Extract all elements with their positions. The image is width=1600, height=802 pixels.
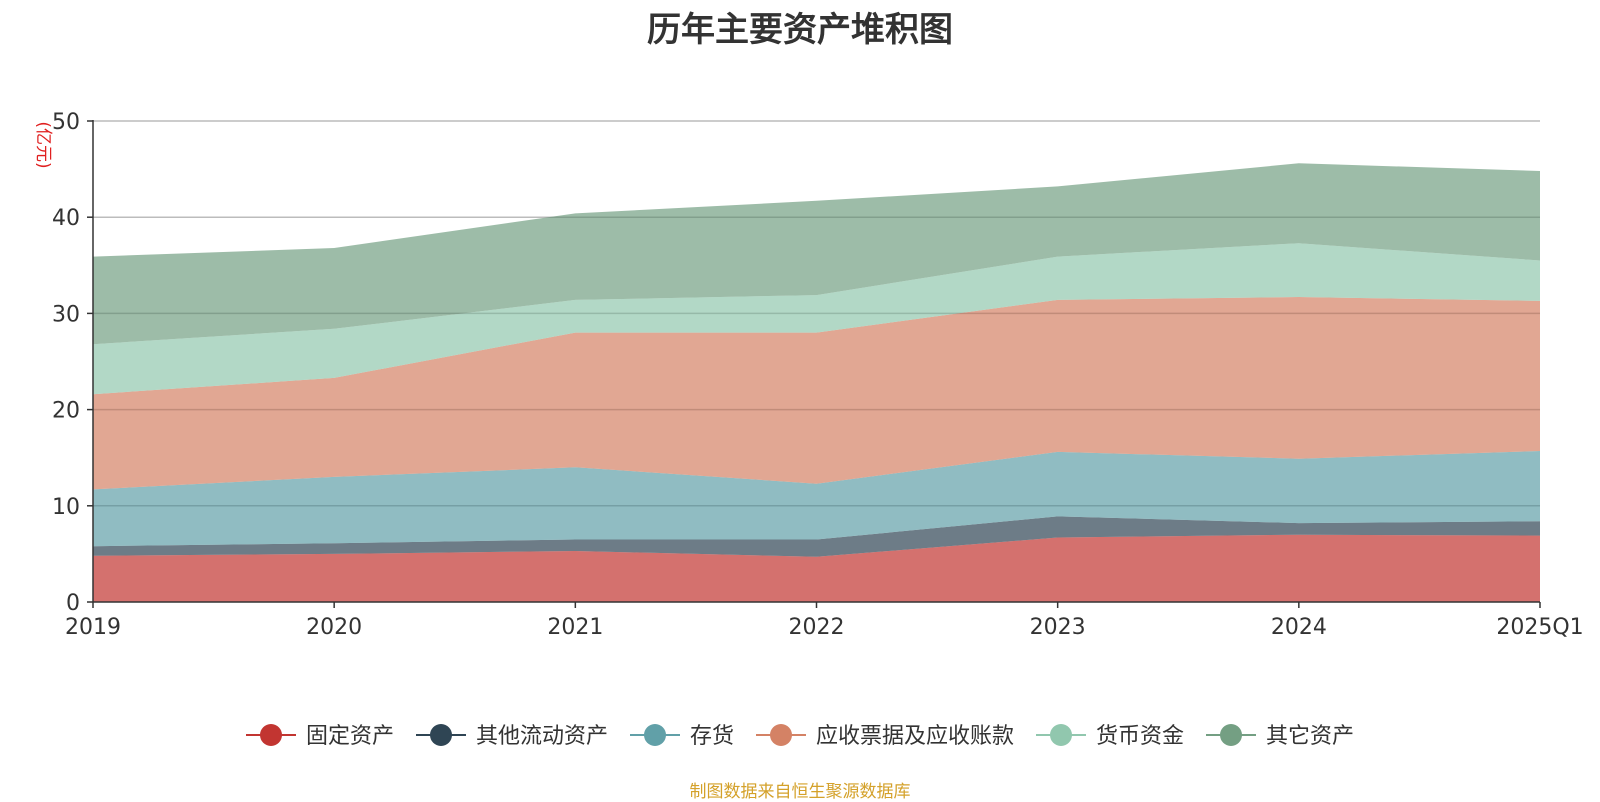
axes: 0 10 20 30 40 50 2019 2020 2021 2022 2023 2024 2025Q… <box>52 110 1584 640</box>
legend-item-1[interactable]: 固定资产 <box>246 724 394 749</box>
area-2 <box>93 516 1540 557</box>
legend-marker <box>770 724 792 746</box>
legend: 固定资产 其他流动资产 存货 应收票据及应收账款 货币资金 其它资产 <box>246 724 1354 749</box>
legend-label: 应收票据及应收账款 <box>816 724 1014 749</box>
x-tick-label: 2023 <box>1030 615 1086 640</box>
legend-marker <box>430 724 452 746</box>
x-tick-label: 2021 <box>547 615 603 640</box>
x-tick-label: 2024 <box>1271 615 1327 640</box>
legend-marker <box>260 724 282 746</box>
legend-item-4[interactable]: 应收票据及应收账款 <box>756 724 1014 749</box>
x-tick-label: 2020 <box>306 615 362 640</box>
source-note: 制图数据来自恒生聚源数据库 <box>689 782 911 802</box>
y-tick-label: 40 <box>52 206 80 231</box>
area-4 <box>93 297 1540 490</box>
area-3 <box>93 451 1540 547</box>
area-1 <box>93 534 1540 602</box>
y-tick-label: 20 <box>52 399 80 424</box>
area-6 <box>93 163 1540 345</box>
y-tick-label: 0 <box>66 591 80 616</box>
legend-label: 存货 <box>690 724 734 749</box>
legend-label: 其它资产 <box>1266 724 1354 749</box>
legend-item-5[interactable]: 货币资金 <box>1036 724 1184 749</box>
legend-item-6[interactable]: 其它资产 <box>1206 724 1354 749</box>
chart-title: 历年主要资产堆积图 <box>647 10 953 50</box>
x-tick-label: 2019 <box>65 615 121 640</box>
legend-item-3[interactable]: 存货 <box>630 724 734 749</box>
area-5 <box>93 243 1540 395</box>
y-tick-label: 10 <box>52 495 80 520</box>
legend-marker <box>644 724 666 746</box>
area-series <box>93 163 1540 602</box>
legend-label: 固定资产 <box>306 724 394 749</box>
y-tick-label: 50 <box>52 110 80 135</box>
x-tick-label: 2025Q1 <box>1496 615 1583 640</box>
legend-label: 货币资金 <box>1096 724 1184 749</box>
y-axis-unit-label: (亿元) <box>33 121 53 168</box>
y-tick-label: 30 <box>52 302 80 327</box>
legend-label: 其他流动资产 <box>476 724 608 749</box>
legend-marker <box>1220 724 1242 746</box>
legend-marker <box>1050 724 1072 746</box>
legend-item-2[interactable]: 其他流动资产 <box>416 724 608 749</box>
x-tick-label: 2022 <box>789 615 845 640</box>
